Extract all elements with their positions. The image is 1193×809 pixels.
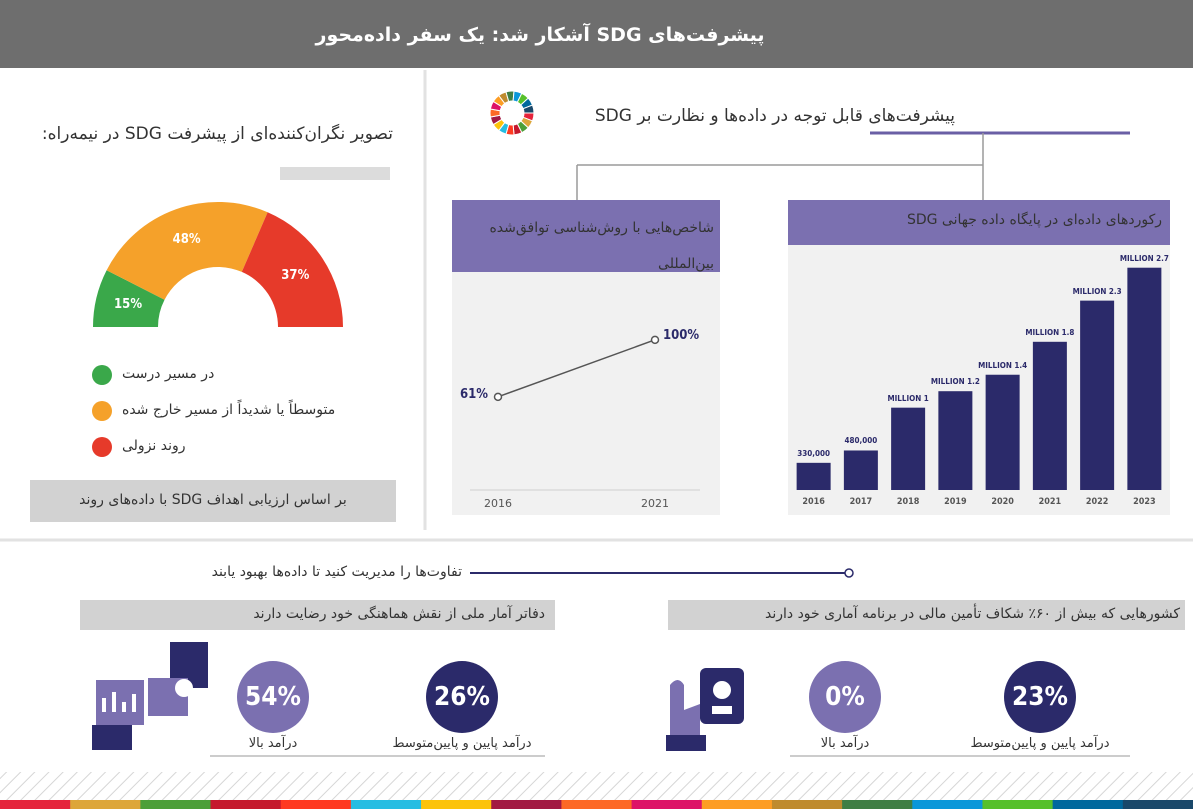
bar <box>1080 300 1115 490</box>
legend-swatch <box>92 365 112 385</box>
strip-segment <box>210 800 282 809</box>
strip-segment <box>982 800 1054 809</box>
value-label: 1.8 MILLION <box>1025 327 1075 337</box>
group-title: دفاتر آمار ملی از نقش هماهنگی خود رضایت … <box>253 606 545 622</box>
value-label: 1 MILLION <box>887 393 929 403</box>
strip-segment <box>842 800 914 809</box>
chart-title: رکوردهای داده‌ای در پایگاه داده جهانی SD… <box>906 212 1162 228</box>
stat-circle <box>237 661 309 733</box>
legend-swatch <box>92 437 112 457</box>
section-heading: تفاوت‌ها را مدیریت کنید تا داده‌ها بهبود… <box>211 564 462 580</box>
strip-segment <box>491 800 563 809</box>
strip-segment <box>280 800 352 809</box>
group-title: کشورهایی که بیش از ۶۰٪ شکاف تأمین مالی د… <box>764 606 1180 622</box>
line-point <box>493 392 503 402</box>
legend-swatch <box>92 401 112 421</box>
chart-title: شاخص‌هایی با روش‌شناسی توافق‌شده بین‌الم… <box>489 220 714 272</box>
decor-bar <box>280 167 390 180</box>
panel-header <box>788 200 1170 245</box>
stat-circle <box>809 661 881 733</box>
bar <box>843 450 878 490</box>
value-label: 1.4 MILLION <box>978 360 1028 370</box>
value-label: 2.3 MILLION <box>1072 286 1122 296</box>
hand-icon <box>666 668 744 751</box>
legend-label: روند نزولی <box>122 438 186 454</box>
strip-segment <box>70 800 142 809</box>
connector <box>576 133 984 200</box>
pie-wedge <box>241 212 343 327</box>
bar <box>938 391 973 490</box>
puzzle-icon <box>92 642 208 750</box>
value-label: 48% <box>172 231 201 247</box>
strip-segment <box>1122 800 1193 809</box>
group-box <box>80 600 555 630</box>
stat-label: درآمد پایین و پایین‌متوسط <box>392 736 532 751</box>
x-tick-label: 2016 <box>484 497 512 510</box>
rule-dot <box>844 568 854 578</box>
strip-segment <box>0 800 72 809</box>
stat-label: درآمد پایین و پایین‌متوسط <box>970 736 1110 751</box>
stat-circle <box>426 661 498 733</box>
value-label: 2.7 MILLION <box>1119 253 1169 263</box>
x-tick-label: 2021 <box>641 497 669 510</box>
stat-value: 0% <box>825 682 865 712</box>
value-label: 37% <box>281 268 310 284</box>
page-title: پیشرفت‌های SDG آشکار شد: یک سفر داده‌محو… <box>315 24 765 46</box>
bar <box>1127 267 1162 490</box>
legend-label: متوسطاً یا شدیداً از مسیر خارج شده <box>122 402 336 418</box>
x-tick-label: 2023 <box>1133 497 1156 507</box>
pie-wedge <box>106 202 268 300</box>
value-label: 330,000 <box>797 448 831 458</box>
bar <box>985 374 1020 490</box>
color-strip <box>0 800 1193 809</box>
strip-segment <box>421 800 493 809</box>
section-heading: پیشرفت‌های قابل توجه در داده‌ها و نظارت … <box>594 106 955 126</box>
x-tick-label: 2018 <box>896 497 920 507</box>
bar <box>796 462 831 490</box>
x-tick-label: 2016 <box>802 497 825 507</box>
value-label: 15% <box>114 297 143 313</box>
bar <box>891 407 926 490</box>
strip-segment <box>771 800 844 809</box>
line-point <box>650 335 660 345</box>
chart-title: تصویر نگران‌کننده‌ای از پیشرفت SDG در نی… <box>41 124 393 144</box>
panel-header <box>452 200 720 272</box>
stat-value: 26% <box>434 682 490 712</box>
stat-value: 23% <box>1012 682 1068 712</box>
note-box <box>30 480 396 522</box>
stat-circle <box>1004 661 1076 733</box>
strip-segment <box>701 800 773 809</box>
bar <box>1032 341 1067 490</box>
strip-segment <box>631 800 703 809</box>
stat-label: درآمد بالا <box>248 736 298 751</box>
header-bar <box>0 0 1193 68</box>
pie-wedge <box>93 270 165 327</box>
chart-note: بر اساس ارزیابی اهداف SDG با داده‌های رو… <box>79 492 347 508</box>
line-series <box>497 339 656 398</box>
value-label: 100% <box>663 327 700 343</box>
x-tick-label: 2017 <box>849 497 873 507</box>
strip-segment <box>350 800 423 809</box>
strip-segment <box>561 800 633 809</box>
group-box <box>668 600 1185 630</box>
legend-label: در مسیر درست <box>122 366 215 382</box>
stat-label: درآمد بالا <box>820 736 870 751</box>
value-label: 61% <box>460 386 488 402</box>
x-tick-label: 2022 <box>1085 497 1109 507</box>
stat-value: 54% <box>245 682 301 712</box>
value-label: 480,000 <box>844 436 878 446</box>
sdg-wheel <box>489 90 535 136</box>
x-tick-label: 2021 <box>1038 497 1062 507</box>
x-tick-label: 2020 <box>991 497 1014 507</box>
strip-segment <box>1052 800 1124 809</box>
value-label: 1.2 MILLION <box>930 377 980 387</box>
x-tick-label: 2019 <box>944 497 967 507</box>
strip-segment <box>912 800 984 809</box>
hatch-band <box>0 772 1193 800</box>
wheel-segment <box>522 104 535 114</box>
strip-segment <box>140 800 212 809</box>
